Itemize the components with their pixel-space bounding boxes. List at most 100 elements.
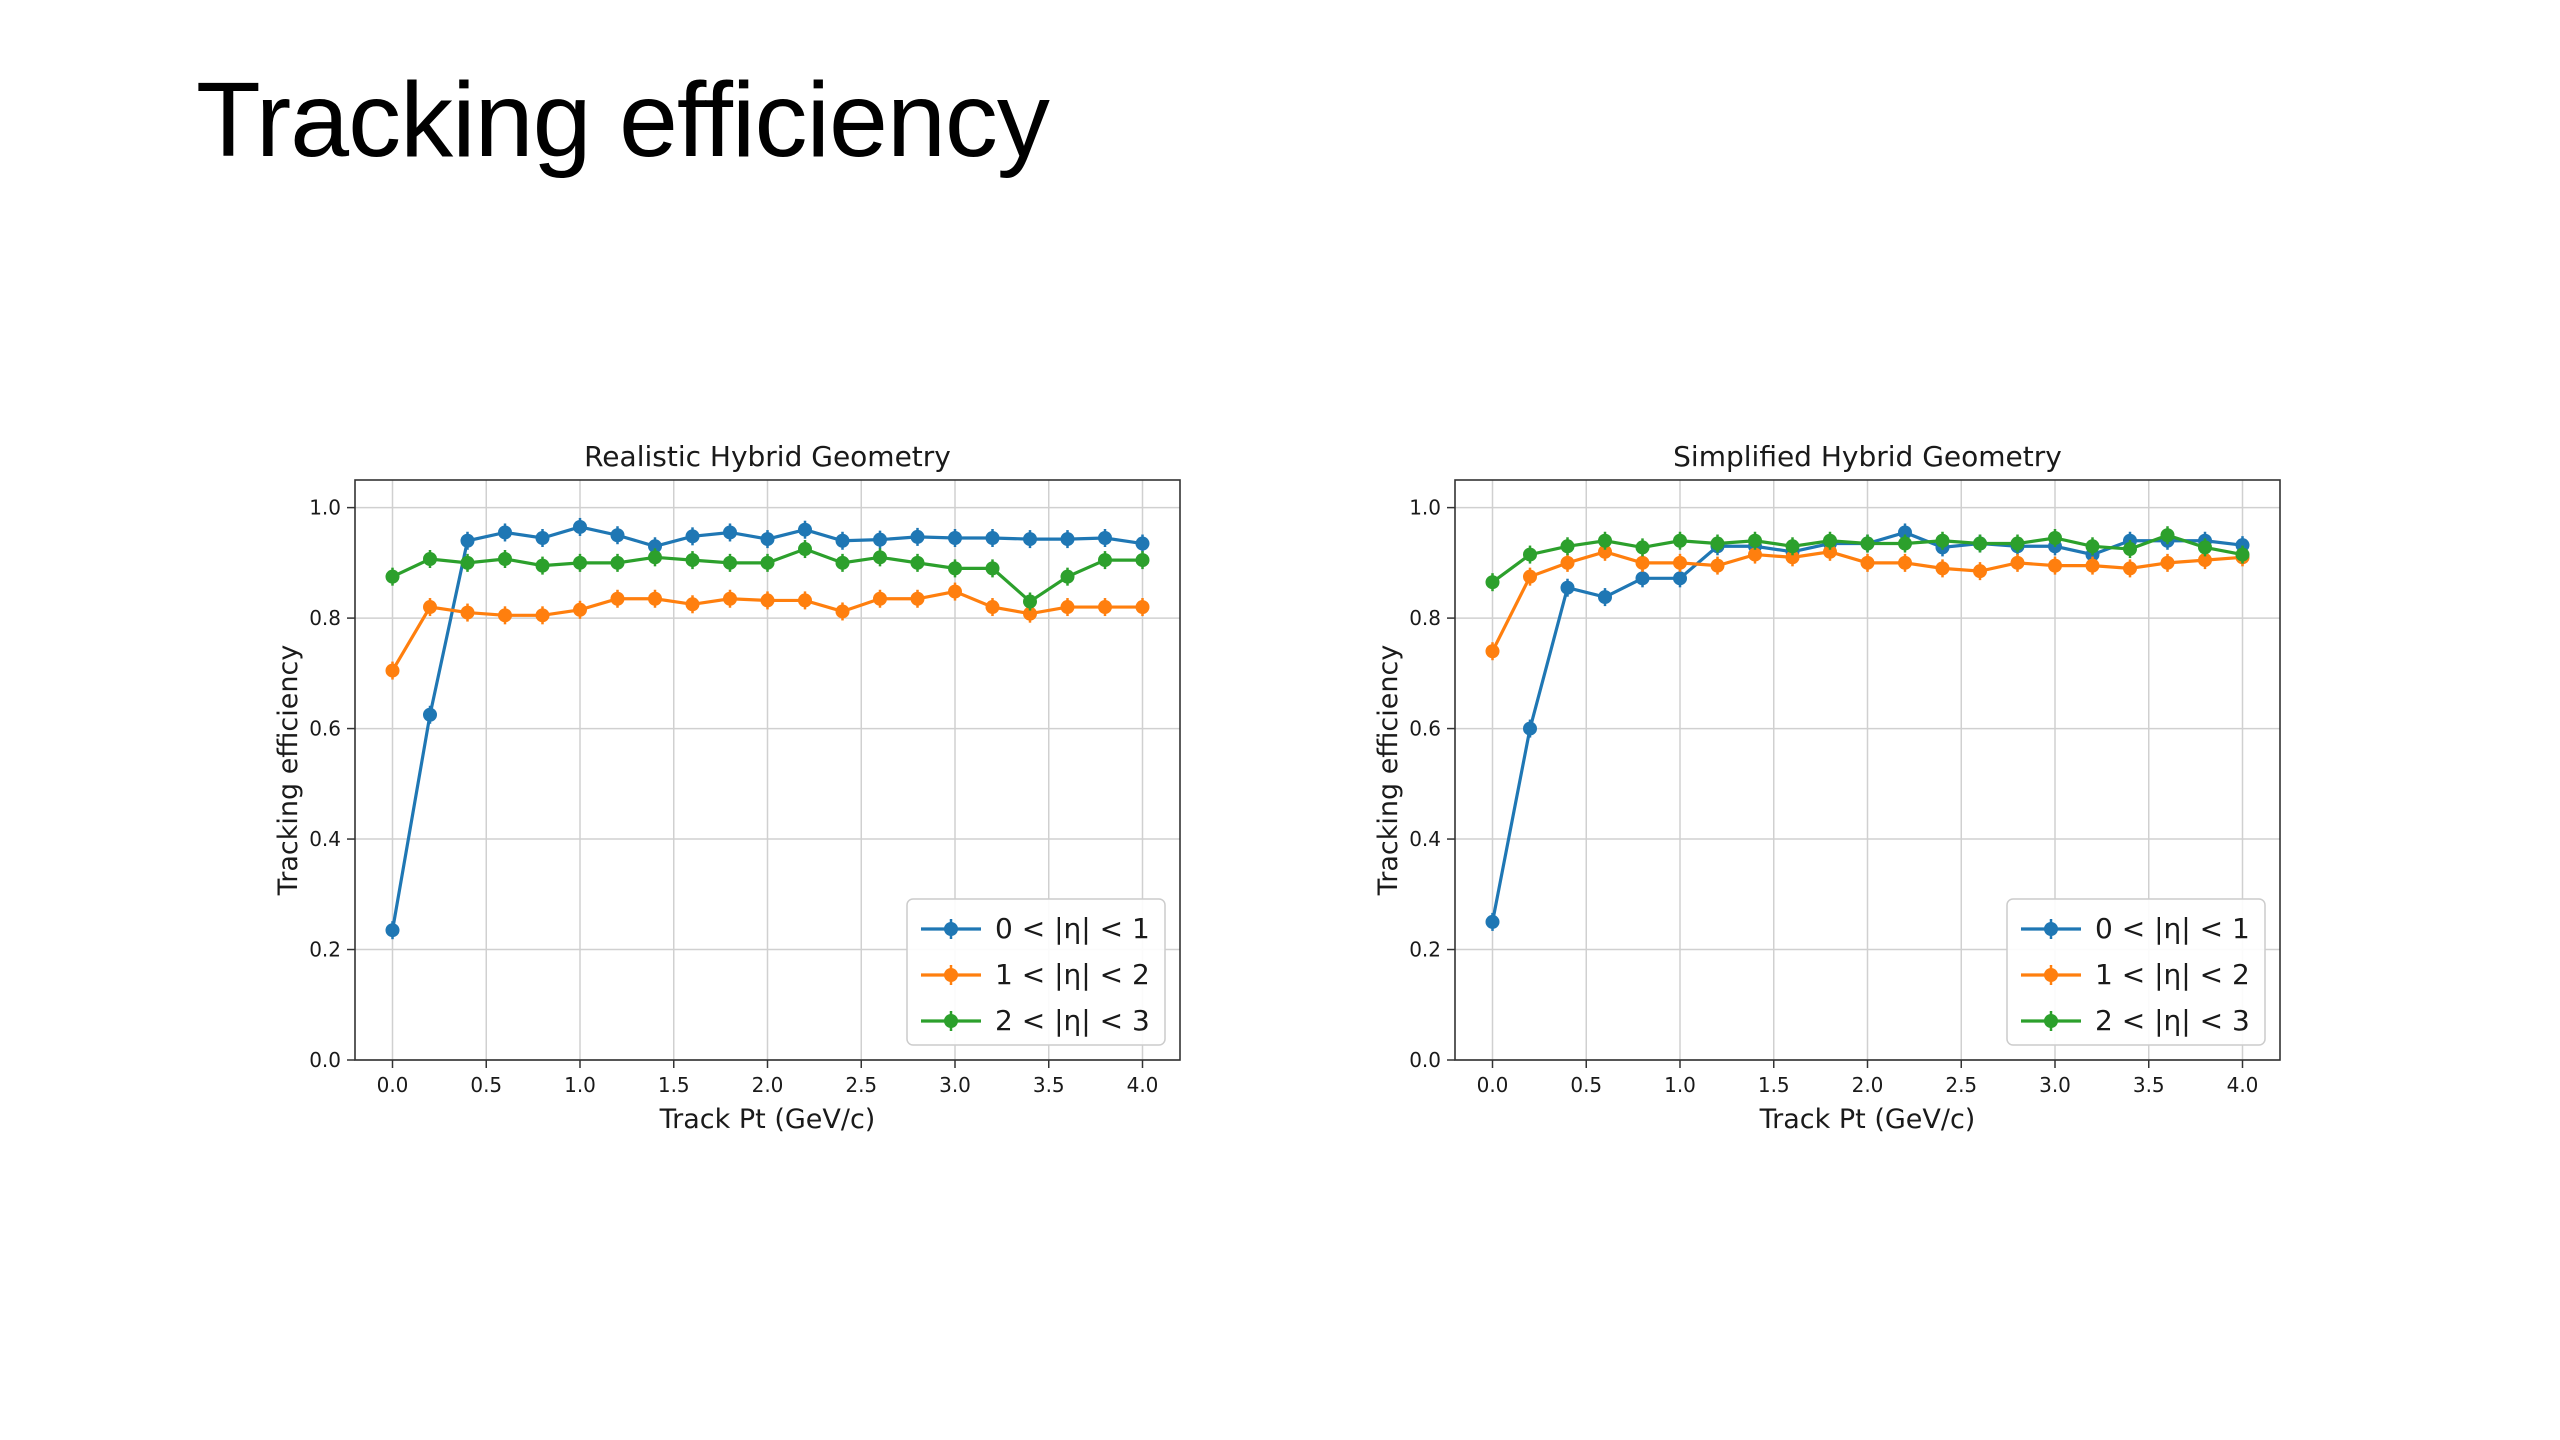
data-point: [1560, 555, 1575, 570]
y-tick-label: 1.0: [309, 496, 341, 520]
data-point: [1898, 525, 1912, 540]
data-point: [910, 591, 925, 606]
data-point: [2085, 539, 2100, 554]
data-point: [1485, 575, 1500, 590]
data-point: [535, 608, 550, 623]
data-point: [873, 532, 887, 547]
data-point: [573, 519, 587, 534]
data-point: [423, 707, 437, 722]
data-point: [2160, 528, 2175, 543]
data-point: [723, 525, 737, 540]
data-point: [1060, 600, 1075, 615]
data-point: [2048, 531, 2062, 545]
data-point: [535, 558, 550, 573]
data-point: [2123, 561, 2137, 576]
y-tick-label: 0.8: [309, 606, 341, 630]
x-tick-label: 0.5: [470, 1073, 502, 1097]
y-tick-label: 0.8: [1409, 606, 1441, 630]
data-point: [685, 553, 700, 568]
data-point: [1560, 580, 1575, 595]
legend-swatch-marker: [2044, 1014, 2058, 1028]
data-point: [1485, 644, 1500, 659]
simplified-geometry-chart: 0.0 0.5 1.0 1.5 2.0 2.5 3.0 3.5 4.0 0.0 0.2 0.4 0.6 0…: [1373, 440, 2281, 1135]
data-point: [948, 561, 962, 576]
data-point: [460, 555, 475, 570]
data-point: [498, 551, 512, 566]
slide-title: Tracking efficiency: [196, 61, 1050, 179]
x-tick-label: 1.0: [1664, 1073, 1696, 1097]
data-point: [423, 600, 437, 615]
data-point: [1098, 600, 1112, 615]
data-point: [535, 531, 550, 545]
data-point: [648, 591, 662, 606]
data-point: [1973, 564, 1987, 579]
data-point: [1823, 544, 1837, 559]
legend-label: 0 < |η| < 1: [995, 912, 1150, 945]
data-point: [760, 555, 775, 570]
data-point: [1135, 536, 1150, 551]
legend-label: 0 < |η| < 1: [2095, 912, 2250, 945]
data-point: [1023, 532, 1037, 547]
data-point: [948, 531, 962, 545]
data-point: [2048, 558, 2062, 573]
x-tick-label: 2.0: [1852, 1073, 1884, 1097]
data-point: [760, 532, 775, 547]
data-point: [835, 604, 850, 619]
x-axis-label: Track Pt (GeV/c): [659, 1104, 876, 1135]
data-point: [835, 533, 850, 548]
y-tick-label: 0.2: [1409, 938, 1441, 962]
data-point: [760, 593, 775, 608]
chart-title: Simplified Hybrid Geometry: [1673, 440, 2062, 473]
data-point: [1673, 533, 1687, 548]
data-point: [1935, 533, 1950, 548]
y-tick-label: 0.4: [309, 827, 341, 851]
data-point: [2235, 547, 2250, 562]
data-point: [1060, 532, 1075, 547]
data-point: [1023, 594, 1037, 609]
data-point: [685, 597, 700, 612]
data-point: [1673, 555, 1687, 570]
data-point: [1598, 533, 1612, 548]
data-point: [1523, 569, 1537, 584]
data-point: [1823, 533, 1837, 548]
data-point: [910, 555, 925, 570]
x-tick-label: 0.0: [1477, 1073, 1509, 1097]
data-point: [2198, 553, 2212, 568]
x-axis-label: Track Pt (GeV/c): [1759, 1104, 1976, 1135]
legend-box: [906, 898, 1166, 1046]
x-tick-label: 0.0: [377, 1073, 409, 1097]
data-point: [2123, 542, 2137, 557]
data-point: [1710, 558, 1725, 573]
x-tick-label: 0.5: [1570, 1073, 1602, 1097]
data-point: [1860, 536, 1875, 551]
data-point: [648, 550, 662, 565]
data-point: [723, 555, 737, 570]
legend-swatch-marker: [2044, 968, 2058, 982]
legend-label: 2 < |η| < 3: [2095, 1004, 2250, 1037]
data-point: [1098, 531, 1112, 545]
legend-swatch-marker: [2044, 922, 2058, 936]
data-point: [1098, 553, 1112, 568]
data-point: [1485, 914, 1500, 929]
data-point: [1898, 536, 1912, 551]
data-point: [798, 593, 812, 608]
data-point: [1523, 547, 1537, 562]
data-point: [1023, 606, 1037, 621]
data-point: [2085, 558, 2100, 573]
data-point: [798, 542, 812, 557]
x-tick-label: 2.5: [1945, 1073, 1977, 1097]
data-point: [573, 602, 587, 617]
x-tick-label: 4.0: [1127, 1073, 1159, 1097]
data-point: [1785, 539, 1800, 554]
x-tick-label: 1.0: [564, 1073, 596, 1097]
data-point: [385, 923, 400, 938]
data-point: [460, 533, 475, 548]
data-point: [1635, 555, 1650, 570]
data-point: [610, 528, 625, 543]
y-tick-label: 0.2: [309, 938, 341, 962]
data-point: [873, 550, 887, 565]
data-point: [1860, 555, 1875, 570]
data-point: [1523, 721, 1537, 736]
x-tick-label: 3.0: [939, 1073, 971, 1097]
data-point: [835, 555, 850, 570]
